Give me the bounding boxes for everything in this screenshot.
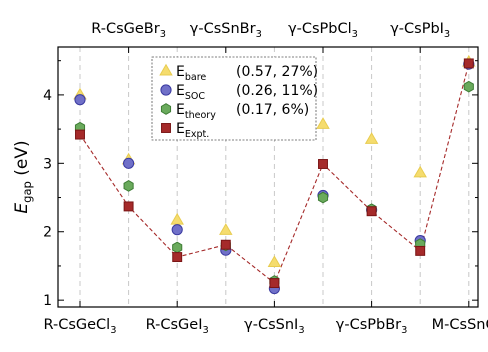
point-soc (171, 224, 183, 236)
point-bare (316, 117, 330, 129)
legend-label-soc: ESOC (176, 83, 205, 102)
x-tick-label-top: γ-CsPbI3 (390, 21, 450, 40)
legend-label-expt: EExpt. (176, 121, 209, 140)
point-bare (170, 212, 184, 225)
point-soc (123, 157, 135, 169)
y-tick-label: 2 (43, 225, 52, 241)
legend-marker-expt (161, 123, 171, 133)
point-bare (267, 255, 282, 268)
x-tick-label: R-CsGeCl3 (44, 317, 117, 336)
point-expt (123, 201, 134, 212)
x-tick-label: M-CsSnCl3 (432, 317, 488, 336)
data-markers (73, 54, 476, 295)
point-soc (74, 94, 86, 106)
legend-box (151, 56, 317, 141)
legend-stats-soc: (0.26, 11%) (236, 83, 318, 99)
point-theory (317, 191, 329, 204)
legend-marker-bare (159, 63, 173, 76)
point-theory (123, 180, 134, 192)
legend-marker-theory (160, 103, 172, 115)
x-tick-label-top: γ-CsPbCl3 (288, 21, 358, 40)
point-theory (463, 80, 474, 93)
x-tick-label-top: R-CsGeBr3 (91, 21, 166, 40)
x-tick-label: γ-CsPbBr3 (336, 317, 408, 336)
y-axis-title: Egap (eV) (12, 140, 34, 213)
y-tick-label: 3 (43, 156, 52, 172)
legend-stats-bare: (0.57, 27%) (236, 64, 318, 80)
legend: Ebare (0.57, 27%) ESOC (0.26, 11%) Etheory (0… (151, 56, 318, 141)
y-tick-label: 4 (43, 88, 52, 104)
y-tick-label: 1 (43, 293, 52, 309)
legend-stats-theory: (0.17, 6%) (236, 102, 309, 118)
legend-label-theory: Etheory (176, 102, 216, 121)
axis-ticks: 1 2 3 4 (43, 47, 478, 309)
plot-frame (57, 46, 479, 308)
point-bare (219, 223, 233, 235)
point-expt (75, 129, 85, 140)
point-bare (413, 165, 427, 178)
point-expt (318, 159, 328, 169)
legend-label-bare: Ebare (176, 64, 206, 83)
point-expt (366, 206, 377, 217)
point-expt (415, 245, 426, 256)
x-tick-label: R-CsGeI3 (146, 317, 209, 336)
point-expt (463, 58, 474, 69)
point-bare (364, 132, 379, 144)
x-tick-label: γ-CsSnI3 (244, 317, 304, 336)
point-expt (269, 278, 280, 289)
point-expt (220, 239, 231, 250)
point-expt (172, 252, 183, 263)
point-theory (172, 241, 183, 254)
x-tick-label-top: γ-CsSnBr3 (190, 21, 262, 40)
legend-marker-soc (160, 84, 172, 96)
category-labels: R-CsGeCl3 R-CsGeBr3 R-CsGeI3 γ-CsSnBr3 γ-CsS… (44, 21, 488, 336)
